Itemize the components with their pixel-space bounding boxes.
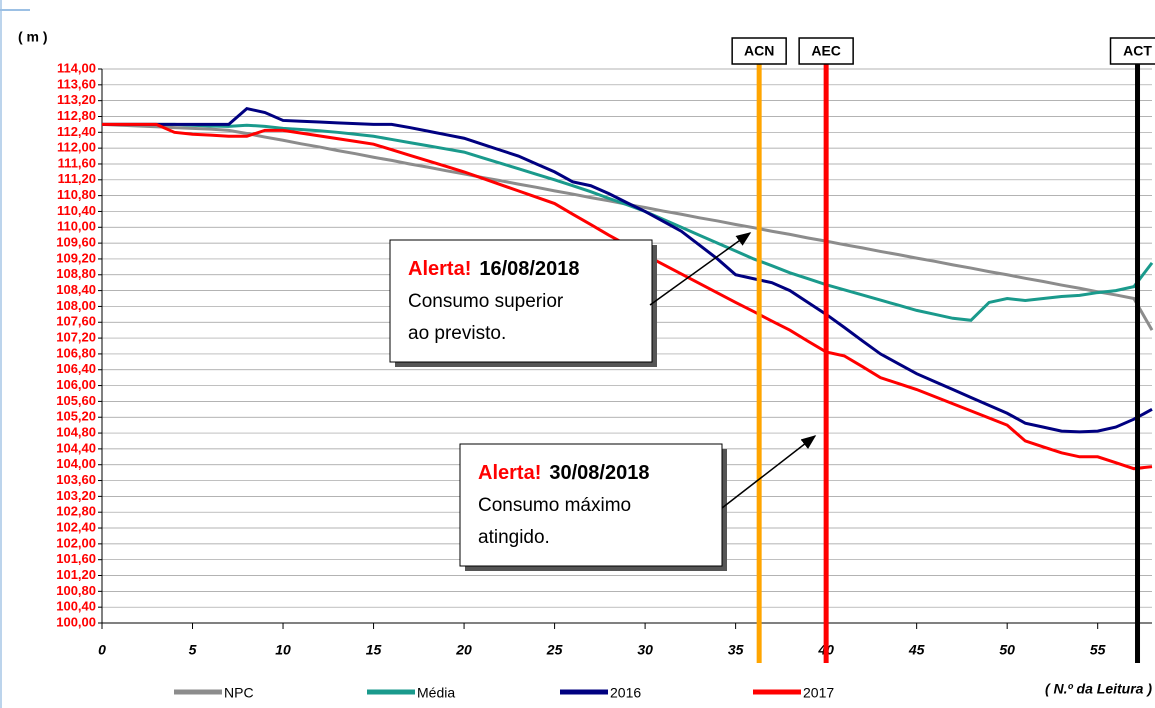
y-tick-label: 100,00 [56,614,96,629]
y-tick-label: 113,60 [57,76,96,91]
annotation-heading: Alerta! 16/08/2018 [408,258,579,280]
y-tick-label: 104,80 [56,424,96,439]
reference-label-box [731,37,787,65]
annotation-box [389,239,653,363]
annotation-alert: Alerta! [408,258,471,280]
x-tick-label: 0 [98,642,106,658]
y-tick-label: 112,40 [57,124,96,139]
y-tick-label: 112,00 [57,140,96,155]
annotation-date: 30/08/2018 [549,462,649,484]
y-tick-label: 107,20 [56,330,96,345]
y-tick-label: 101,20 [56,567,96,582]
y-tick-label: 105,20 [56,409,96,424]
y-tick-label: 109,60 [56,235,96,250]
annotation-alert: Alerta! [478,462,541,484]
y-tick-label: 111,20 [58,171,96,186]
x-tick-label: 50 [999,642,1015,658]
annotation-date: 16/08/2018 [479,258,579,280]
x-tick-label: 10 [275,642,291,658]
y-tick-label: 103,20 [56,488,96,503]
y-tick-label: 102,40 [56,519,96,534]
legend-label: NPC [224,685,254,701]
series-line [102,122,1154,322]
annotation-heading: Alerta! 30/08/2018 [478,462,649,484]
annotation-arrow [721,435,817,509]
y-tick-label: 102,80 [56,504,96,519]
y-tick-label: 105,60 [56,393,96,408]
x-tick-label: 55 [1090,642,1106,658]
y-tick-label: 108,00 [56,298,96,313]
x-tick-label: 20 [455,642,472,658]
legend-label: Média [417,685,455,701]
y-tick-label: 104,00 [56,456,96,471]
x-tick-label: 45 [908,642,925,658]
y-tick-label: 114,00 [57,60,96,75]
y-tick-label: 110,40 [57,203,96,218]
reference-label-box [798,37,854,65]
y-tick-label: 106,80 [56,345,96,360]
y-tick-label: 109,20 [56,250,96,265]
y-tick-label: 108,40 [56,282,96,297]
y-tick-label: 110,80 [57,187,96,202]
x-tick-label: 35 [728,642,744,658]
y-tick-label: 100,40 [56,599,96,614]
y-tick-label: 102,00 [56,535,96,550]
x-tick-label: 25 [546,642,563,658]
legend-label: 2016 [610,685,641,701]
y-tick-label: 108,80 [56,266,96,281]
y-tick-label: 107,60 [56,314,96,329]
reference-label: ACN [744,43,774,59]
x-axis-label: ( N.º da Leitura ) [1045,681,1152,697]
x-tick-label: 15 [366,642,382,658]
y-tick-label: 104,40 [56,440,96,455]
x-tick-label: 5 [189,642,197,658]
y-tick-label: 110,00 [57,219,96,234]
y-tick-label: 112,80 [57,108,96,123]
y-tick-label: 106,40 [56,361,96,376]
series-line [102,106,1153,434]
annotation-box [459,443,723,567]
annotation-text: Consumo superior [408,291,564,312]
y-tick-label: 111,60 [58,155,96,170]
legend-label: 2017 [803,685,834,701]
y-tick-label: 103,60 [56,472,96,487]
y-tick-label: 113,20 [57,92,96,107]
reference-label: AEC [811,43,841,59]
y-tick-label: 106,00 [56,377,96,392]
x-tick-label: 30 [637,642,653,658]
reference-label-box [1109,37,1155,65]
y-tick-label: 100,80 [56,583,96,598]
annotation-text: ao previsto. [408,323,506,344]
annotation-text: Consumo máximo [478,495,631,516]
y-axis-label: ( m ) [18,29,48,45]
y-tick-label: 101,60 [56,551,96,566]
annotation-arrow [649,232,752,306]
annotation-text: atingido. [478,527,550,548]
reference-label: ACT [1123,43,1152,59]
